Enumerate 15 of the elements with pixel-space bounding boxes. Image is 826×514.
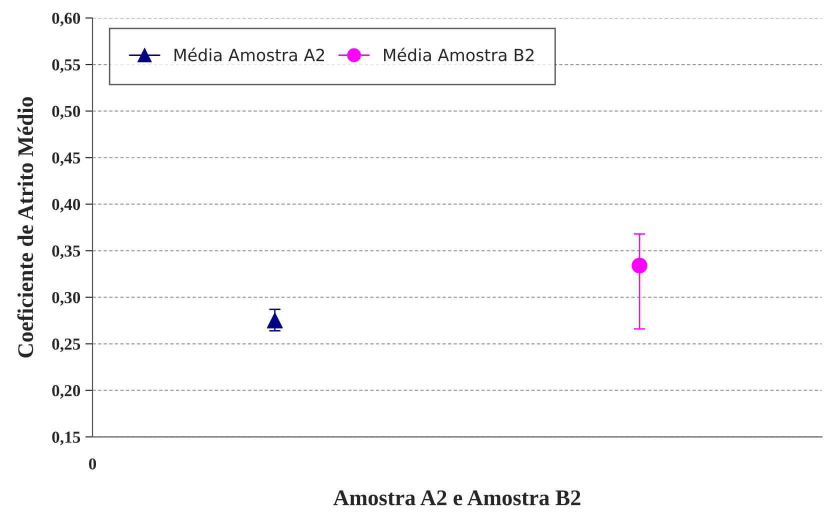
y-tick-label: 0,45 bbox=[52, 152, 80, 166]
y-tick-label: 0,55 bbox=[52, 59, 80, 73]
y-axis-title: Coeficiente de Atrito Médio bbox=[17, 97, 34, 358]
y-tick-label: 0,40 bbox=[52, 198, 80, 213]
x-axis-title: Amostra A2 e Amostra B2 bbox=[333, 490, 580, 506]
y-tick-label: 0,35 bbox=[52, 245, 80, 260]
y-tick-label: 0,15 bbox=[52, 432, 80, 446]
y-tick-label: 0,50 bbox=[52, 106, 80, 120]
legend-label: Média Amostra B2 bbox=[384, 48, 534, 62]
y-tick-label: 0,20 bbox=[52, 385, 80, 399]
text: 0 bbox=[88, 458, 96, 470]
y-tick-label: 0,60 bbox=[52, 12, 80, 26]
y-tick-label: 0,30 bbox=[52, 292, 80, 306]
y-tick-label: 0,25 bbox=[52, 338, 80, 352]
legend-label: Média Amostra A2 bbox=[174, 48, 324, 62]
